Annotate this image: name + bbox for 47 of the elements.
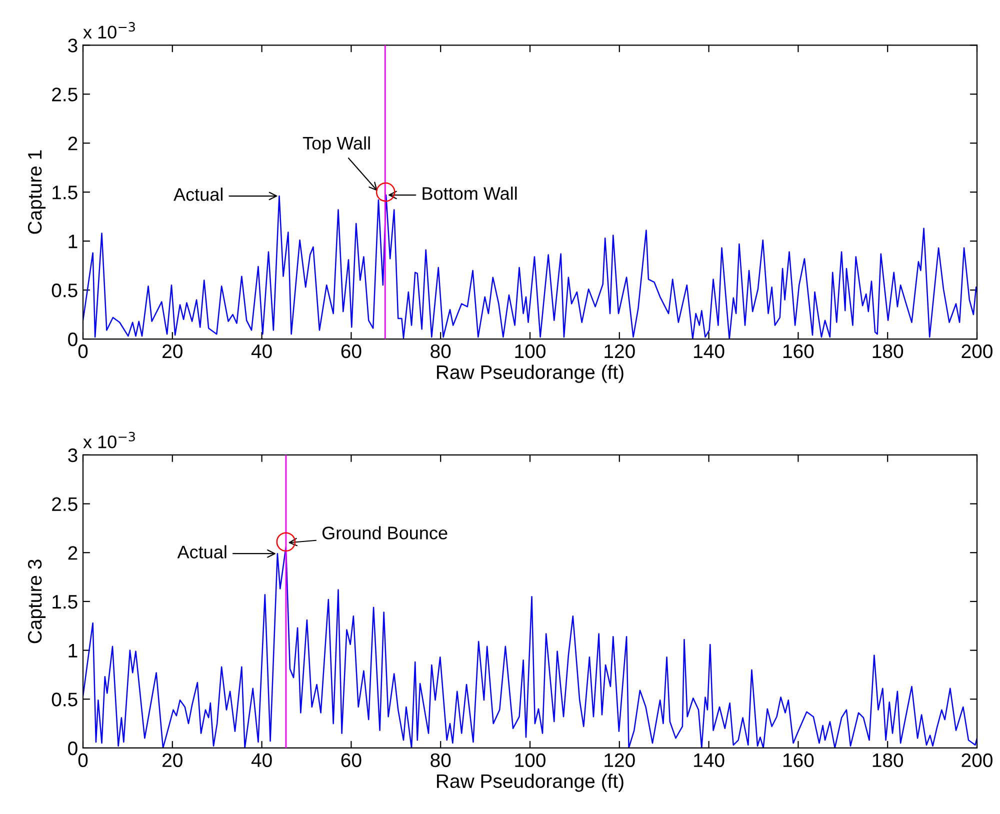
x-tick-label: 140: [694, 344, 724, 358]
y-tick-label: 0.5: [52, 284, 78, 298]
y-tick-label: 1.5: [52, 186, 78, 200]
x-tick-label: 80: [430, 753, 451, 768]
x-tick-label: 100: [515, 344, 546, 358]
x-tick-label: 140: [694, 753, 724, 768]
x-tick-label: 180: [872, 753, 904, 768]
x-tick-label: 100: [515, 753, 546, 768]
x-tick-label: 20: [162, 344, 182, 358]
x-tick-label: 160: [783, 344, 814, 358]
y-tick-label: 1: [68, 644, 78, 658]
y-tick-label: 0.5: [52, 692, 78, 706]
x-tick-label: 40: [251, 344, 272, 358]
x-tick-label: 200: [962, 344, 992, 358]
y-tick-label: 1.5: [52, 595, 78, 609]
x-tick-label: 60: [341, 753, 362, 768]
x-tick-label: 0: [78, 753, 88, 768]
x-tick-label: 80: [430, 344, 451, 358]
text: x 10$^{−3}$: [83, 22, 135, 39]
y-tick-label: 2: [68, 136, 78, 150]
y-axis-title: Capture 1: [28, 150, 46, 234]
y-tick-label: 3: [68, 38, 78, 52]
y-tick-label: 3: [68, 448, 78, 462]
x-tick-label: 60: [341, 344, 362, 358]
x-axis-title: Raw Pseudorange (ft): [437, 364, 624, 383]
annotation: Actual: [174, 188, 222, 201]
x-tick-label: 40: [251, 753, 272, 768]
x-tick-label: 180: [872, 344, 904, 358]
x-axis-title: Raw Pseudorange (ft): [437, 774, 624, 792]
annotation: Ground Bounce: [322, 526, 448, 540]
x-tick-label: 20: [162, 753, 182, 768]
y-tick-label: 0: [68, 741, 78, 756]
y-axis-title: Capture 3: [28, 560, 46, 644]
y-tick-label: 0: [68, 332, 78, 346]
annotation: Actual: [177, 545, 226, 558]
annotation: Bottom Wall: [422, 186, 517, 200]
y-tick-label: 2: [68, 546, 78, 560]
y-tick-label: 1: [68, 234, 78, 248]
x-tick-label: 200: [962, 753, 992, 768]
x-tick-label: 160: [783, 753, 814, 768]
x-tick-label: 120: [604, 344, 635, 358]
x-tick-label: 120: [604, 753, 635, 768]
text: x 10$^{−3}$: [83, 432, 135, 448]
y-tick-label: 2.5: [52, 88, 78, 102]
x-tick-label: 0: [78, 344, 88, 358]
annotation: Top Wall: [302, 136, 370, 154]
y-tick-label: 2.5: [52, 497, 78, 512]
